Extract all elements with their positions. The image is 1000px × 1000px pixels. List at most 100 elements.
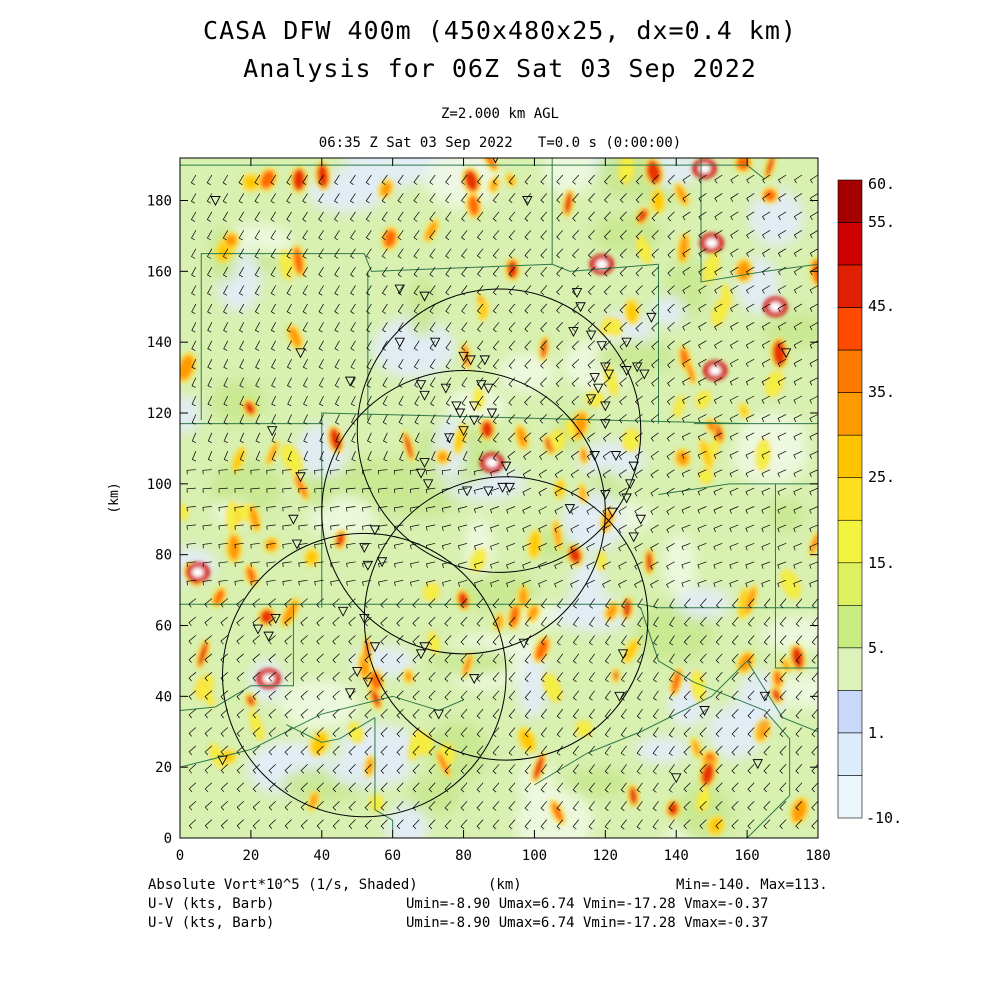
radar-site-marker: [419, 291, 430, 302]
field-patch: [634, 736, 692, 764]
vort-max-core: [595, 259, 608, 270]
radar-site-marker: [433, 709, 444, 720]
vort-cell: [671, 669, 681, 694]
border-line: [286, 717, 376, 743]
vort-cell: [564, 191, 573, 215]
field-patch: [385, 802, 429, 838]
radar-site-marker: [585, 394, 597, 405]
vort-cell: [792, 799, 807, 823]
radar-site-marker: [483, 383, 494, 394]
vort-cell: [410, 731, 421, 758]
vort-cell: [533, 754, 545, 781]
radar-site-marker: [454, 408, 466, 419]
vort-max-core: [709, 365, 722, 376]
vort-cell: [772, 688, 781, 702]
radar-site-marker: [440, 383, 452, 394]
vort-cell: [602, 319, 610, 334]
field-patch: [517, 651, 548, 720]
y-tick-label: 60: [155, 619, 172, 635]
vort-max-core: [705, 238, 718, 248]
border-line: [180, 603, 818, 609]
x-tick-label: 160: [734, 848, 759, 864]
vort-cell: [267, 443, 278, 464]
radar-site-marker: [483, 486, 494, 497]
vort-cell: [545, 675, 560, 700]
field-patch: [769, 500, 805, 531]
vort-cell: [745, 587, 756, 614]
field-patch: [210, 380, 266, 424]
vort-cell: [244, 401, 256, 415]
radar-site-marker: [252, 624, 264, 635]
radar-site-marker: [415, 380, 427, 391]
colorbar-swatch: [837, 690, 863, 734]
radar-site-marker: [422, 479, 434, 490]
x-tick-label: 80: [455, 848, 472, 864]
radar-site-marker: [369, 525, 381, 536]
radar-site-marker: [610, 451, 622, 461]
radar-site-marker: [639, 369, 650, 380]
radar-site-marker: [295, 472, 306, 483]
radar-site-marker: [362, 560, 374, 571]
field-patch: [211, 460, 282, 514]
vort-cell: [371, 796, 382, 810]
vort-cell: [246, 695, 255, 706]
radar-site-marker: [270, 613, 281, 624]
vort-cell: [698, 790, 708, 810]
colorbar-swatch: [837, 477, 863, 521]
colorbar: 60. 55. 45. 35. 25. 15. 5. 1. -10.: [837, 175, 902, 827]
vort-cell: [667, 801, 679, 816]
vort-cell: [701, 471, 712, 482]
colorbar-swatch: [837, 179, 863, 223]
vort-max-core: [698, 163, 711, 174]
radar-site-marker: [670, 773, 682, 784]
radar-site-marker: [359, 543, 370, 554]
vort-cell: [472, 551, 484, 570]
radar-site-marker: [217, 755, 228, 766]
vort-cell: [266, 539, 277, 551]
axes: 0 20 40 60 80 100 120 140 160 180 0 20 40 60 80 100 120 1…: [147, 158, 831, 864]
radar-site-marker: [635, 514, 647, 525]
y-tick-label: 20: [155, 760, 172, 776]
y-tick-label: 160: [147, 264, 172, 280]
radar-site-marker: [344, 688, 356, 699]
radar-site-marker: [465, 355, 476, 366]
wind-barb-field: [180, 174, 818, 838]
colorbar-swatch: [837, 307, 863, 351]
colorbar-swatch: [837, 732, 863, 776]
radar-site-marker: [458, 426, 469, 437]
border-line: [215, 604, 294, 708]
radar-site-marker: [444, 433, 455, 444]
vort-cell: [629, 786, 638, 805]
vort-cell: [701, 762, 715, 786]
vort-cell: [483, 158, 497, 170]
border-line: [658, 483, 818, 495]
radar-site-marker: [522, 196, 533, 206]
x-tick-label: 140: [664, 848, 689, 864]
radar-site-marker: [631, 362, 643, 373]
vort-cell: [676, 185, 688, 205]
vort-cell: [294, 475, 308, 499]
colorbar-label: 35.: [868, 383, 895, 401]
radar-site-marker: [780, 348, 792, 359]
chart-title: CASA DFW 400m (450x480x25, dx=0.4 km): [203, 16, 797, 45]
radar-site-marker: [624, 479, 636, 490]
vort-cell: [425, 585, 438, 599]
colorbar-swatch: [837, 434, 863, 479]
field-patch: [561, 490, 624, 554]
vort-cell: [535, 638, 549, 661]
vort-cell: [679, 235, 689, 262]
vort-cell: [687, 363, 695, 383]
vort-cell: [404, 433, 413, 459]
vort-cell: [624, 430, 638, 450]
valid-time-label: 06:35 Z Sat 03 Sep 2022 T=0.0 s (0:00:00…: [318, 135, 682, 151]
border-line: [640, 607, 695, 683]
x-tick-label: 60: [384, 848, 401, 864]
border-line: [774, 483, 818, 669]
vort-cell: [405, 671, 412, 682]
vort-cell: [765, 158, 775, 177]
vort-cell: [228, 535, 240, 561]
vort-cell: [463, 655, 472, 676]
radar-site-marker: [476, 380, 487, 391]
vort-cell: [429, 633, 438, 652]
vort-cell: [516, 426, 527, 448]
